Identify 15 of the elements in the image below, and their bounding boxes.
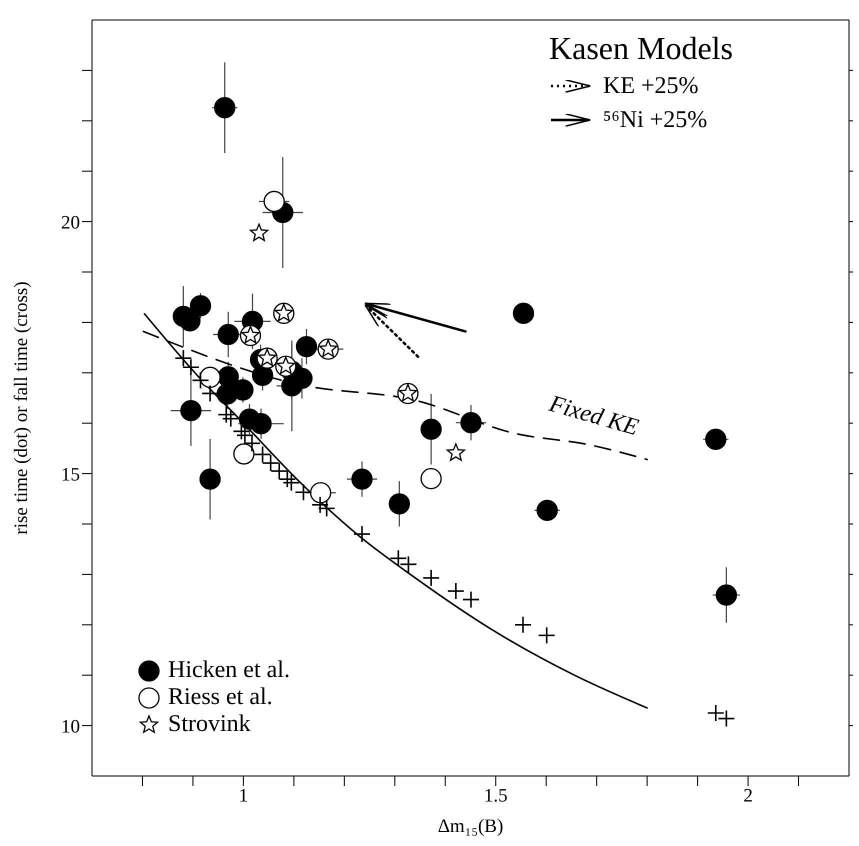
legend-label: KE +25%	[603, 72, 699, 101]
x-axis-title: Δm₁₅(B)	[438, 816, 504, 837]
annotation: Fixed KE	[546, 390, 642, 442]
y-axis-title: rise time (dot) or fall time (cross)	[11, 281, 33, 535]
y-tick-label: 10	[61, 716, 80, 738]
x-tick-label: 1.5	[484, 785, 508, 806]
legend-label: ⁵⁶Ni +25%	[603, 106, 708, 135]
x-tick-label: 2	[743, 785, 753, 806]
legend-title: Kasen Models	[549, 30, 733, 67]
legend-label: Riess et al.	[168, 684, 273, 711]
legend-label: Strovink	[168, 711, 251, 738]
legend-label: Hicken et al.	[168, 657, 290, 684]
y-tick-label: 20	[61, 212, 80, 234]
x-tick-label: 1	[238, 785, 248, 806]
y-tick-label: 15	[61, 464, 80, 486]
